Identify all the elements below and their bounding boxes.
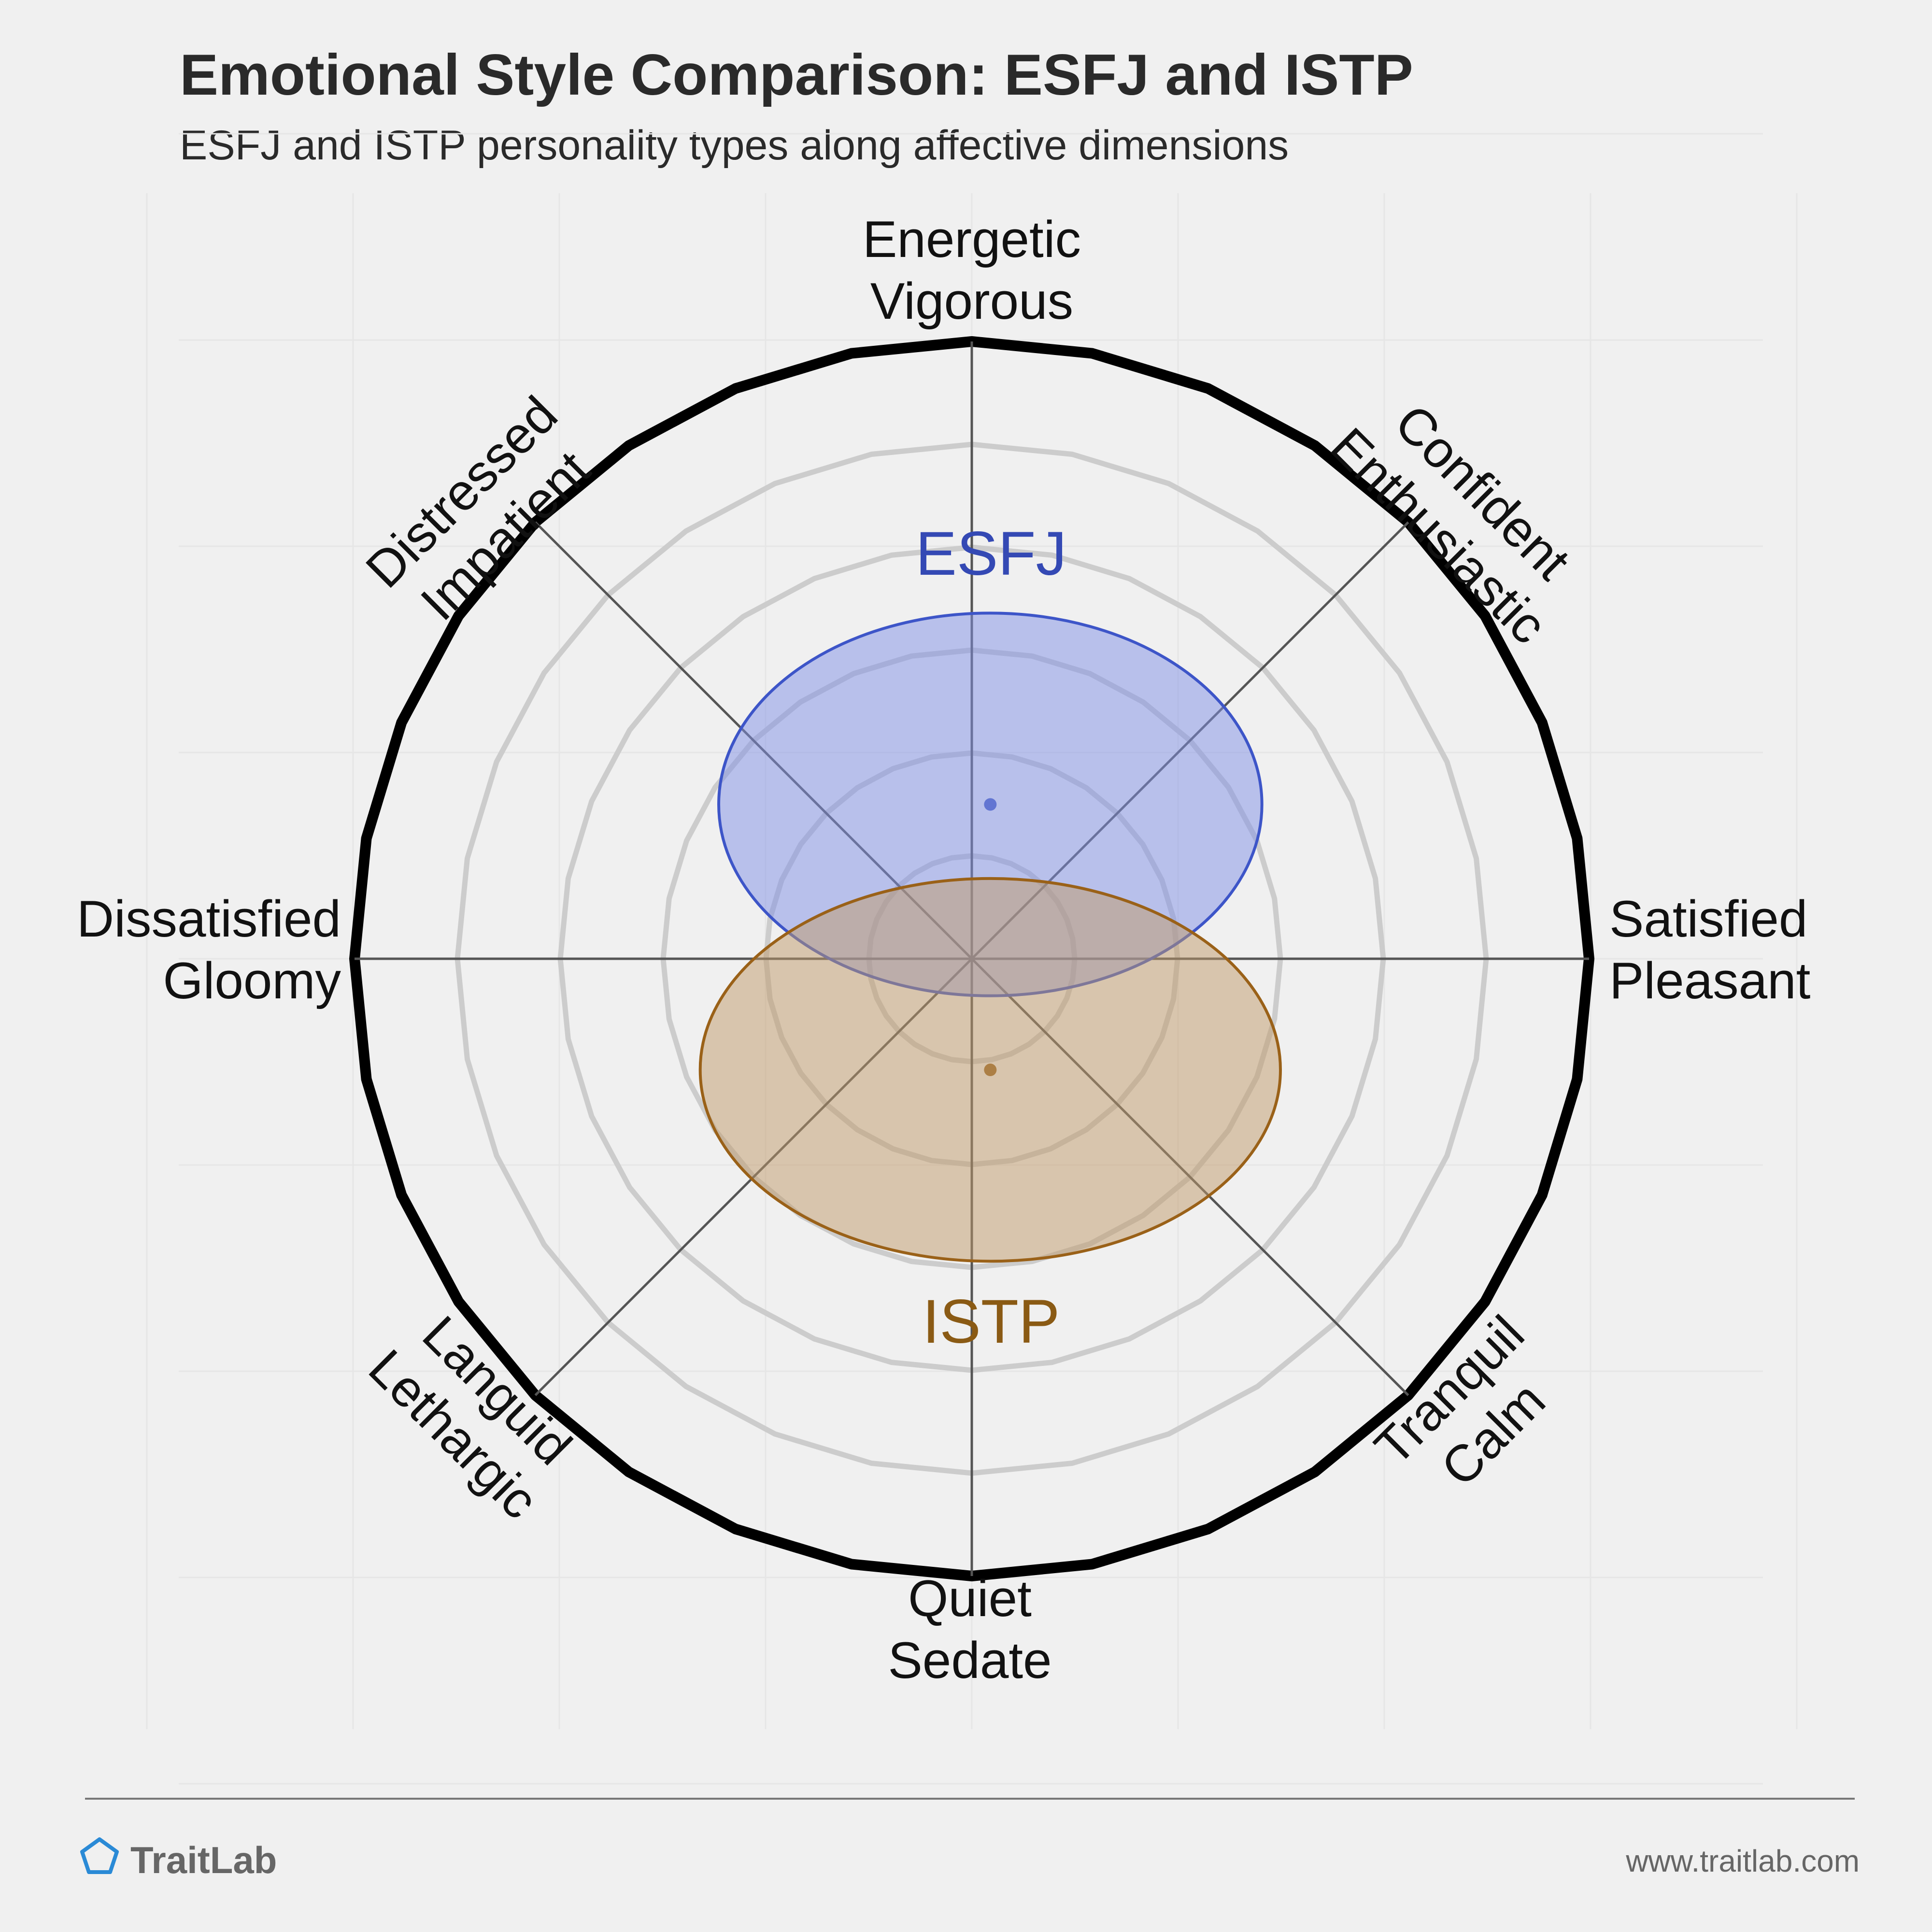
axis-label-line: Sedate — [888, 1631, 1051, 1689]
series-labels: ESFJ ISTP — [916, 519, 1067, 1356]
chart-subtitle: ESFJ and ISTP personality types along af… — [180, 122, 1289, 169]
pentagon-logo-icon — [80, 1837, 119, 1874]
axis-label-line: Quiet — [908, 1569, 1032, 1627]
axis-label-line: Energetic — [863, 210, 1081, 268]
series-label-istp: ISTP — [923, 1287, 1060, 1356]
axis-label-line: Vigorous — [870, 272, 1073, 330]
series-label-esfj: ESFJ — [916, 519, 1067, 588]
axis-label-line: Satisfied — [1609, 890, 1807, 948]
axis-label-line: Dissatisfied — [77, 890, 341, 948]
series-centroid-esfj — [984, 798, 997, 811]
series-centroid-istp — [984, 1064, 997, 1077]
axis-label-line: Pleasant — [1609, 952, 1810, 1009]
site-url[interactable]: www.traitlab.com — [1625, 1844, 1860, 1878]
brand-name[interactable]: TraitLab — [130, 1839, 277, 1881]
axis-label-line: Gloomy — [163, 952, 341, 1009]
series-layer — [698, 611, 1282, 1263]
chart-title: Emotional Style Comparison: ESFJ and IST… — [180, 43, 1413, 107]
